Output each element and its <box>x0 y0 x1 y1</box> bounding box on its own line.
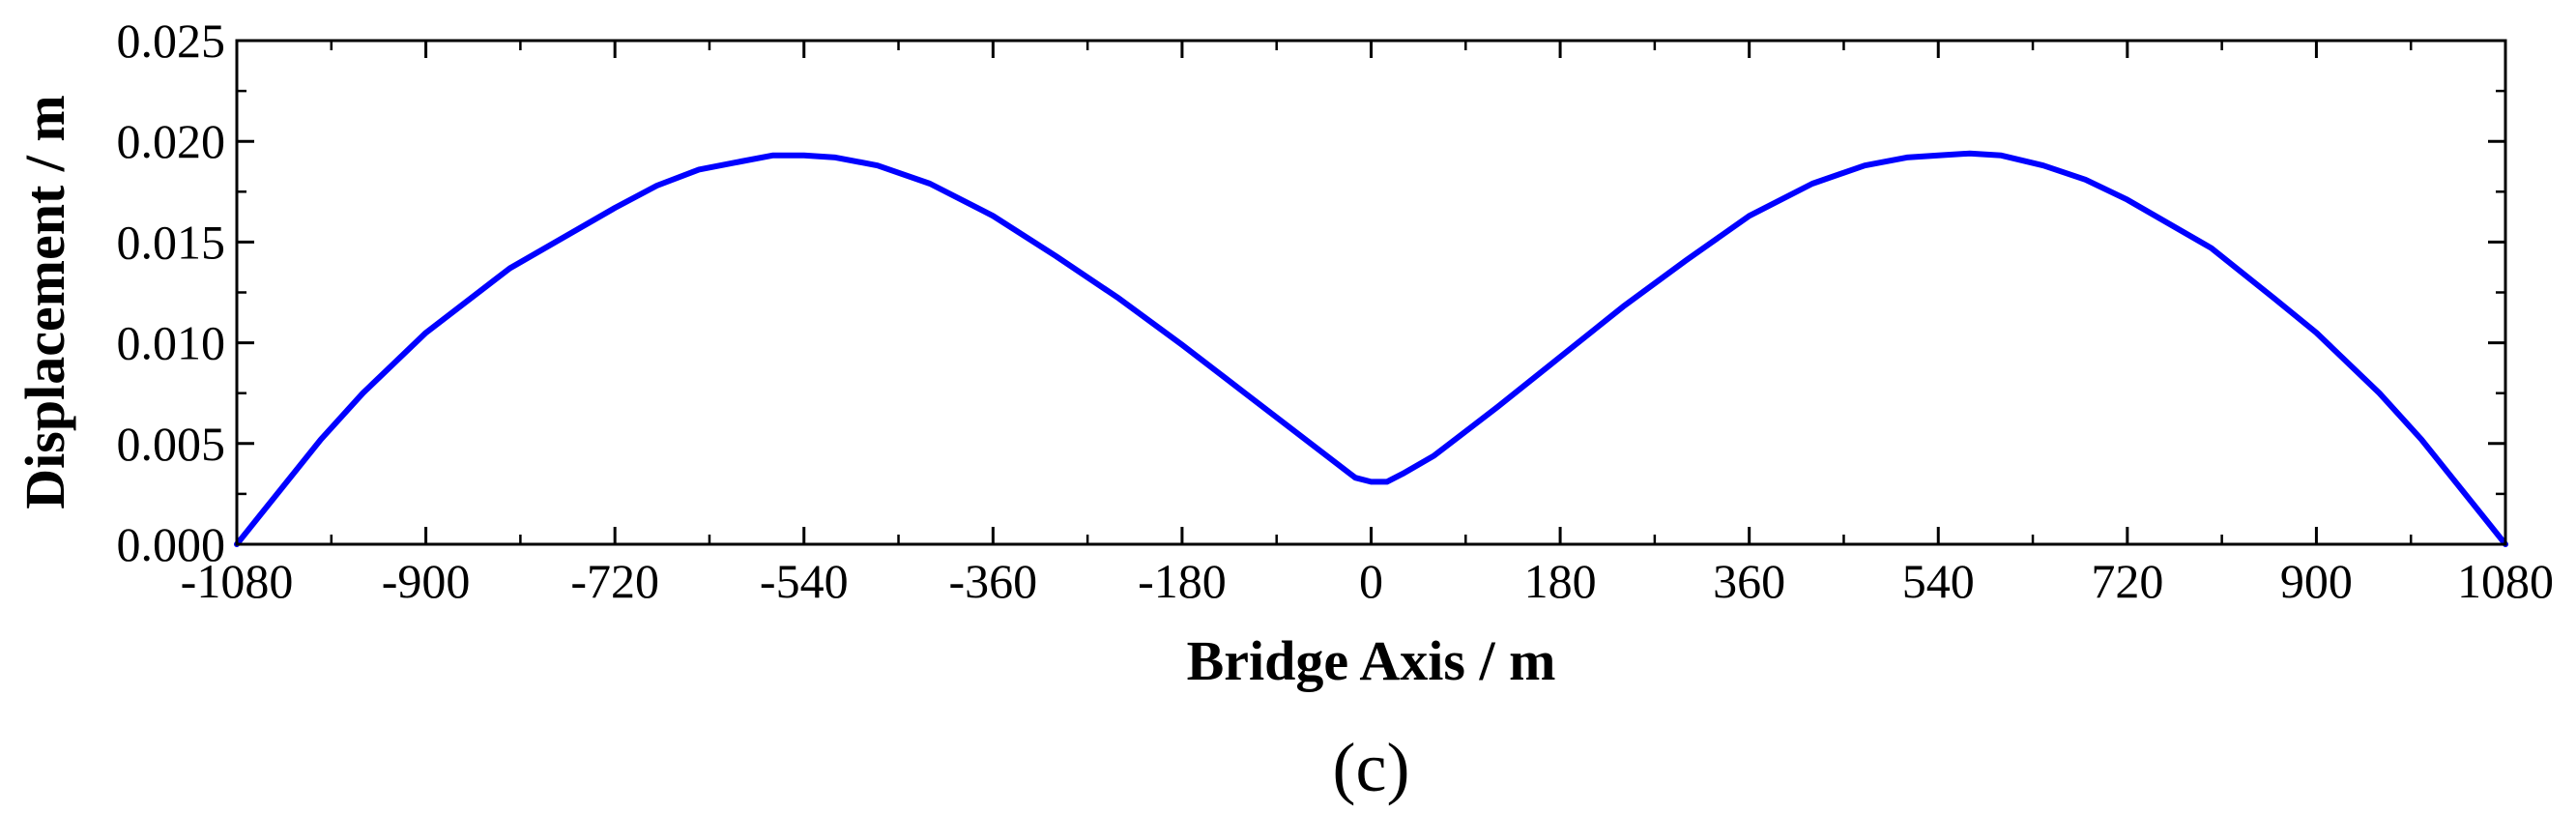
series-lines <box>234 150 2508 547</box>
y-tick-label: 0.015 <box>117 215 226 269</box>
x-tick-label: 0 <box>1359 554 1383 608</box>
x-tick-label: -180 <box>1138 554 1227 608</box>
x-tick-label: 1080 <box>2457 554 2554 608</box>
y-tick-label: 0.010 <box>117 316 226 370</box>
tick-labels: -1080 -900 -720 -540 -360 -180 0 180 360 540 720 90… <box>117 14 2555 608</box>
y-tick-label: 0.005 <box>117 417 226 471</box>
y-axis-title: Displacement / m <box>14 95 76 509</box>
y-tick-label: 0.020 <box>117 114 226 168</box>
x-tick-label: -360 <box>949 554 1038 608</box>
plot-frame <box>235 39 2507 546</box>
x-tick-label: 180 <box>1524 554 1597 608</box>
x-axis-title: Bridge Axis / m <box>1187 629 1556 692</box>
x-tick-label: -720 <box>570 554 659 608</box>
axis-ticks <box>235 39 2507 546</box>
y-tick-label: 0.000 <box>117 517 226 571</box>
x-tick-label: -540 <box>760 554 849 608</box>
x-tick-label: -1080 <box>181 554 294 608</box>
x-tick-label: 540 <box>1902 554 1975 608</box>
x-tick-label: 720 <box>2091 554 2163 608</box>
y-tick-label: 0.025 <box>117 14 226 68</box>
x-tick-label: -900 <box>382 554 471 608</box>
panel-label: (c) <box>1333 729 1410 806</box>
x-tick-label: 360 <box>1713 554 1785 608</box>
series-line-0 <box>234 150 2508 547</box>
x-tick-label: 900 <box>2280 554 2353 608</box>
